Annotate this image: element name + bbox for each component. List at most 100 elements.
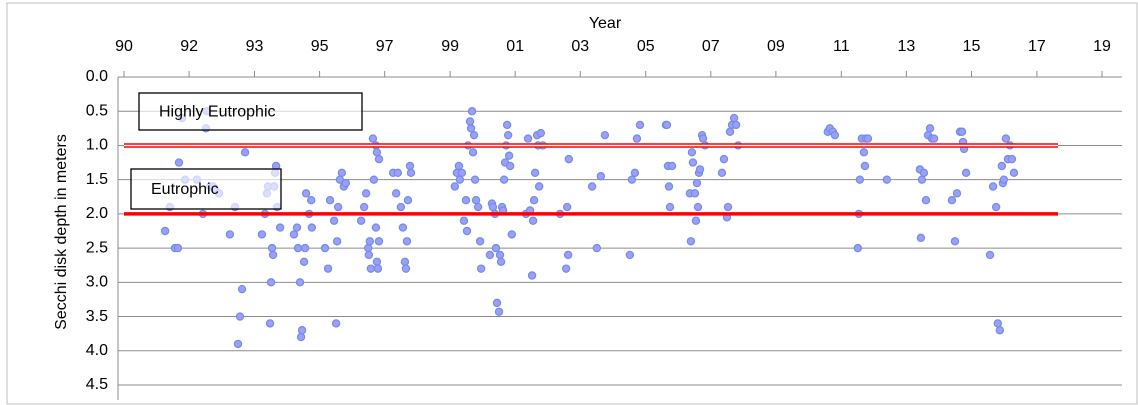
data-point: [485, 250, 495, 260]
x-tick-label: 07: [702, 38, 720, 55]
x-tick-label: 11: [833, 38, 850, 55]
data-point: [859, 148, 869, 157]
data-point: [507, 230, 517, 239]
data-point: [997, 161, 1007, 171]
data-point: [596, 172, 606, 181]
data-point: [471, 195, 481, 205]
data-point: [731, 120, 741, 130]
y-tick-label: 4.5: [86, 376, 108, 393]
data-point: [393, 168, 403, 178]
data-point: [530, 168, 540, 178]
data-point: [371, 223, 381, 232]
data-point: [402, 237, 412, 246]
data-point: [301, 189, 311, 198]
data-point: [368, 134, 378, 143]
data-point: [917, 175, 927, 184]
data-point: [729, 113, 739, 123]
data-point: [406, 168, 416, 178]
data-point: [855, 175, 865, 184]
data-point: [267, 243, 277, 253]
data-point: [325, 195, 335, 205]
data-point: [306, 195, 316, 205]
x-tick-label: 09: [767, 38, 785, 55]
data-point: [688, 158, 698, 167]
y-tick-label: 1.5: [86, 171, 108, 188]
data-point: [690, 189, 700, 198]
data-point: [698, 134, 708, 143]
data-point: [293, 243, 303, 253]
data-point: [993, 319, 1002, 328]
data-point: [488, 202, 498, 212]
y-tick-label: 2.0: [86, 205, 108, 222]
data-point: [635, 120, 645, 130]
data-point: [473, 202, 483, 212]
x-tick-label: 13: [898, 38, 916, 55]
data-point: [257, 230, 267, 239]
data-point: [563, 250, 573, 260]
data-point: [502, 120, 512, 130]
x-tick-label: 92: [180, 38, 198, 55]
x-tick-label: 99: [441, 38, 459, 55]
data-point: [459, 216, 469, 225]
data-point: [266, 278, 276, 287]
data-point: [564, 154, 574, 164]
data-point: [491, 243, 501, 253]
data-point: [476, 264, 486, 273]
data-point: [999, 175, 1009, 184]
y-tick-label: 1.0: [86, 137, 108, 154]
data-point: [365, 237, 375, 246]
data-point: [373, 264, 383, 273]
data-point: [495, 250, 505, 260]
data-point: [995, 326, 1005, 335]
data-point: [1007, 154, 1017, 164]
data-point: [492, 298, 502, 308]
y-tick-label: 0.5: [86, 102, 108, 119]
data-point: [505, 161, 515, 171]
data-point: [929, 134, 939, 143]
data-point: [337, 168, 347, 178]
data-point: [225, 230, 235, 239]
data-point: [289, 230, 299, 239]
data-point: [988, 182, 998, 191]
data-point: [529, 195, 539, 205]
data-point: [332, 237, 342, 246]
data-point: [401, 264, 411, 273]
data-point: [450, 182, 460, 191]
data-point: [860, 161, 870, 171]
data-point: [665, 202, 675, 212]
x-tick-label: 01: [506, 38, 524, 55]
y-tick-label: 0.0: [86, 68, 108, 85]
data-point: [396, 202, 406, 212]
data-point: [534, 182, 544, 191]
data-point: [562, 202, 572, 212]
data-point: [664, 182, 674, 191]
data-point: [466, 124, 476, 133]
data-point: [331, 319, 341, 328]
data-point: [662, 120, 672, 130]
x-tick-label: 17: [1028, 38, 1046, 55]
data-point: [341, 178, 351, 188]
data-point: [333, 202, 343, 212]
data-point: [369, 175, 379, 184]
data-point: [625, 250, 635, 260]
data-point: [692, 178, 702, 188]
data-point: [494, 307, 504, 316]
data-point: [457, 168, 467, 178]
data-point: [499, 175, 509, 184]
data-point: [627, 175, 637, 184]
data-point: [363, 243, 373, 253]
data-point: [233, 339, 243, 349]
data-point: [600, 130, 610, 140]
data-point: [391, 189, 401, 198]
y-tick-label: 2.5: [86, 239, 108, 256]
x-tick-label: 95: [311, 38, 329, 55]
data-point: [504, 151, 514, 160]
data-point: [297, 326, 307, 335]
data-point: [292, 223, 302, 232]
data-point: [295, 278, 305, 287]
data-point: [950, 237, 960, 246]
data-point: [454, 161, 464, 171]
data-point: [687, 148, 697, 157]
data-point: [398, 223, 408, 232]
data-point: [719, 154, 729, 164]
